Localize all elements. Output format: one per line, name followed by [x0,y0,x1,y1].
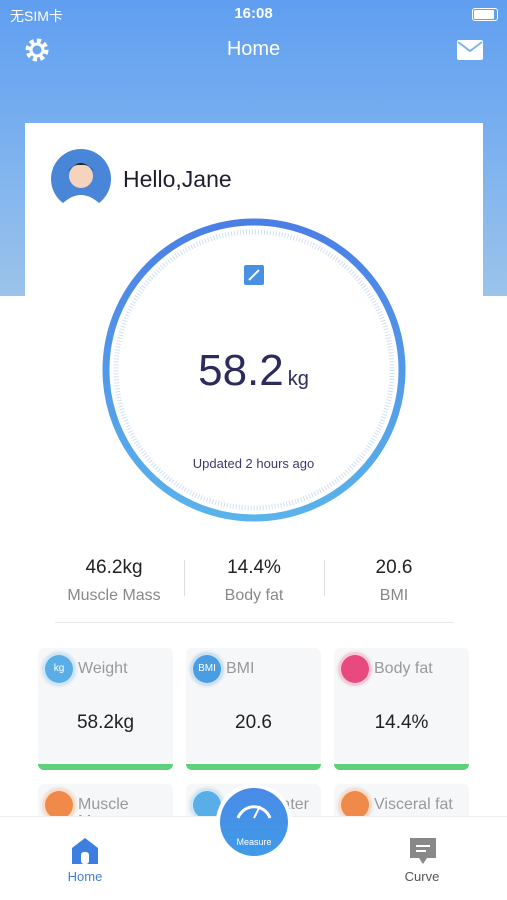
metric-label: Body fat [374,660,433,677]
divider [184,560,185,596]
divider [324,560,325,596]
battery [472,8,498,21]
metric-label: Visceral fat [374,796,453,813]
curve-tab-label[interactable]: Curve [404,869,440,884]
metric-label: Weight [78,660,128,677]
metric-tile[interactable]: BMI BMI 20.6 [186,648,321,770]
metric-value: 14.4% [374,712,429,733]
metric-icon: BMI [190,652,224,686]
stat-label: Body fat [224,587,284,604]
weight-unit: kg [287,368,309,390]
status-bar [186,764,321,770]
updated-time: Updated 2 hours ago [192,456,315,471]
stat-value: 46.2kg [85,557,143,578]
mail-button[interactable] [457,40,483,60]
weight-ring [102,218,406,522]
status-bar [334,764,469,770]
status-bar [38,764,173,770]
measure-label: Measure [236,837,272,847]
metric-value: 58.2kg [76,712,135,733]
weight-display: 58.2 kg [0,346,507,396]
page-title: Home [226,38,281,60]
metric-label: BMI [226,660,255,677]
metric-icon: kg [42,652,76,686]
metric-icon [338,652,372,686]
separator [55,622,453,623]
time: 16:08 [234,5,273,22]
metric-tile[interactable]: Body fat 14.4% [334,648,469,770]
stat-value: 20.6 [375,557,413,578]
measure-button[interactable]: Measure [220,788,288,856]
stat-label: Muscle Mass [67,587,161,604]
home-tab-label[interactable]: Home [67,869,103,884]
metric-value: 20.6 [235,712,272,733]
greeting: Hello,Jane [123,166,232,192]
carrier: 无SIM卡 [10,8,63,24]
stat-label: BMI [379,587,409,604]
metric-tile[interactable]: kg Weight 58.2kg [38,648,173,770]
stat-value: 14.4% [227,557,281,578]
weight-value: 58.2 [198,346,284,395]
curve-tab-icon[interactable] [408,836,438,866]
avatar[interactable] [50,148,112,210]
settings-button[interactable] [25,38,49,62]
home-tab-icon[interactable] [70,836,100,866]
